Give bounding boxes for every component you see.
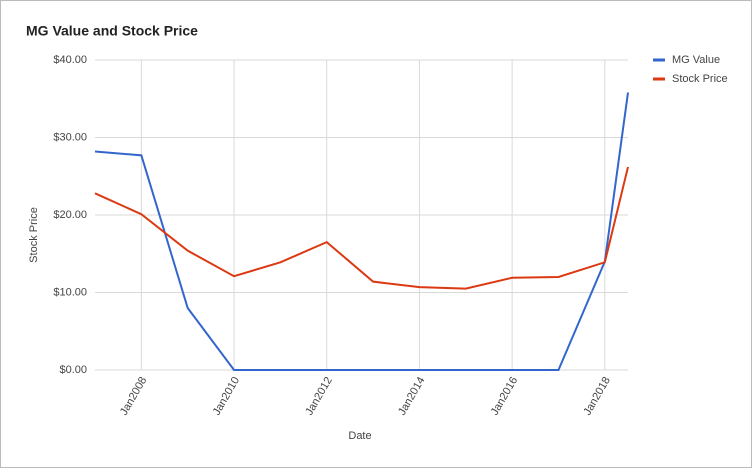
y-tick-label: $20.00 [53, 209, 87, 221]
y-axis-title: Stock Price [28, 207, 40, 263]
y-tick-label: $0.00 [59, 364, 87, 376]
line-series [94, 92, 629, 371]
legend-label: MG Value [672, 54, 720, 66]
y-tick-label: $10.00 [53, 286, 87, 298]
x-axis-title: Date [348, 430, 371, 442]
y-tick-label: $40.00 [53, 54, 87, 66]
line-series [94, 166, 629, 290]
chart-title: MG Value and Stock Price [26, 23, 198, 39]
legend-label: Stock Price [672, 73, 728, 85]
y-tick-label: $30.00 [53, 131, 87, 143]
